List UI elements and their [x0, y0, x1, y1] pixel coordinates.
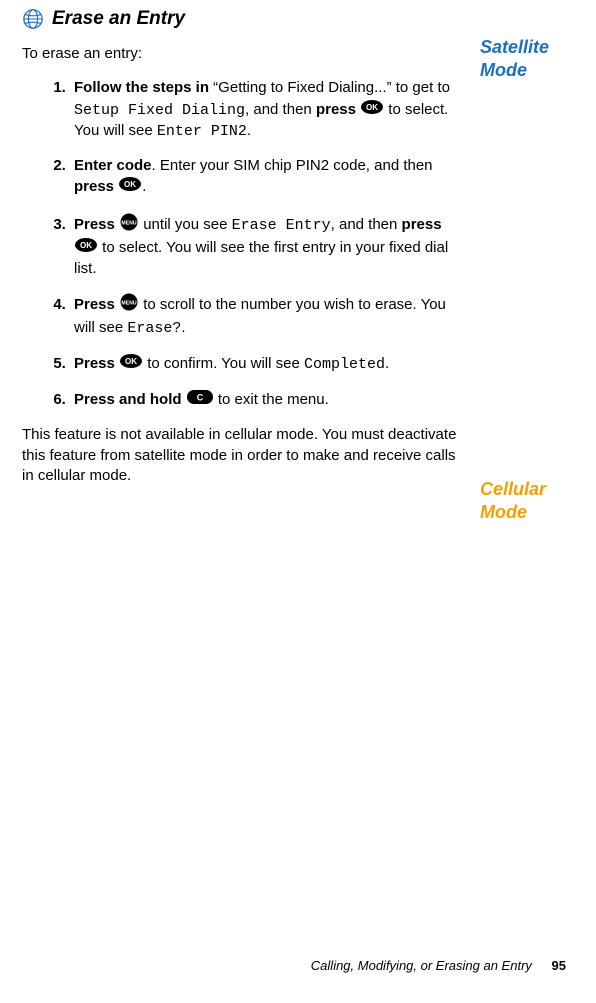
step-3: Press MENU until you see Erase Entry, an…	[70, 213, 462, 280]
step4-lcd1: Erase?	[127, 320, 181, 337]
page-footer: Calling, Modifying, or Erasing an Entry …	[311, 958, 566, 973]
ok-key-icon: OK	[360, 99, 384, 121]
step-1: Follow the steps in “Getting to Fixed Di…	[70, 78, 462, 142]
step1-mid1: , and then	[245, 101, 316, 118]
svg-text:OK: OK	[125, 357, 137, 366]
step6-lead: Press and hold	[74, 391, 186, 408]
ok-key-icon: OK	[119, 353, 143, 375]
step6-after-key1: to exit the menu.	[214, 391, 329, 408]
step4-lead: Press	[74, 296, 119, 313]
step1-lcd1: Setup Fixed Dialing	[74, 102, 245, 119]
menu-key-icon: MENU	[119, 213, 139, 237]
step3-after-key2: to select. You will see the first entry …	[74, 239, 448, 277]
svg-text:MENU: MENU	[121, 220, 137, 226]
step2-bold1: press	[74, 178, 118, 195]
step4-tail: .	[181, 319, 185, 336]
footer-text: Calling, Modifying, or Erasing an Entry	[311, 958, 532, 973]
section-heading: Erase an Entry	[22, 8, 462, 30]
footer-page-number: 95	[552, 958, 566, 973]
menu-key-icon: MENU	[119, 293, 139, 317]
ok-key-icon: OK	[118, 176, 142, 198]
step-6: Press and hold C to exit the menu.	[70, 389, 462, 411]
step3-after-key1: until you see	[139, 216, 232, 233]
sat-line2: Mode	[480, 60, 527, 80]
step5-tail: .	[385, 355, 389, 372]
cellular-note: This feature is not available in cellula…	[22, 425, 462, 486]
step1-tail: .	[247, 122, 251, 139]
step5-lcd1: Completed	[304, 356, 385, 373]
step2-lead: Enter code	[74, 157, 152, 174]
cel-line2: Mode	[480, 502, 527, 522]
step5-lead: Press	[74, 355, 119, 372]
svg-text:OK: OK	[80, 241, 92, 250]
heading-text: Erase an Entry	[52, 8, 185, 30]
step1-bold1: press	[316, 101, 360, 118]
step5-after-key1: to confirm. You will see	[143, 355, 304, 372]
step3-lead: Press	[74, 216, 119, 233]
step3-lcd1: Erase Entry	[232, 217, 331, 234]
step-4: Press MENU to scroll to the number you w…	[70, 293, 462, 339]
ok-key-icon: OK	[74, 237, 98, 259]
svg-text:OK: OK	[124, 180, 136, 189]
c-key-icon: C	[186, 389, 214, 411]
step2-tail: .	[142, 178, 146, 195]
globe-icon	[22, 8, 44, 30]
svg-text:OK: OK	[366, 103, 378, 112]
step3-mid1: , and then	[331, 216, 402, 233]
satellite-mode-label: Satellite Mode	[480, 36, 580, 81]
step2-after-lead: . Enter your SIM chip PIN2 code, and the…	[152, 157, 433, 174]
steps-list: Follow the steps in “Getting to Fixed Di…	[22, 78, 462, 411]
cellular-mode-label: Cellular Mode	[480, 478, 546, 523]
svg-text:MENU: MENU	[121, 301, 137, 307]
step1-lead: Follow the steps in	[74, 79, 209, 96]
cel-line1: Cellular	[480, 479, 546, 499]
page: Erase an Entry To erase an entry: Follow…	[0, 0, 596, 1003]
step1-lcd2: Enter PIN2	[157, 123, 247, 140]
intro-text: To erase an entry:	[22, 44, 462, 64]
step-2: Enter code. Enter your SIM chip PIN2 cod…	[70, 156, 462, 199]
step3-bold1: press	[402, 216, 442, 233]
step1-after-lead: “Getting to Fixed Dialing...” to get to	[209, 79, 450, 96]
main-column: Erase an Entry To erase an entry: Follow…	[22, 8, 462, 500]
sat-line1: Satellite	[480, 37, 549, 57]
side-column: Satellite Mode Cellular Mode	[480, 36, 580, 81]
step-5: Press OK to confirm. You will see Comple…	[70, 353, 462, 375]
svg-text:C: C	[196, 393, 203, 403]
